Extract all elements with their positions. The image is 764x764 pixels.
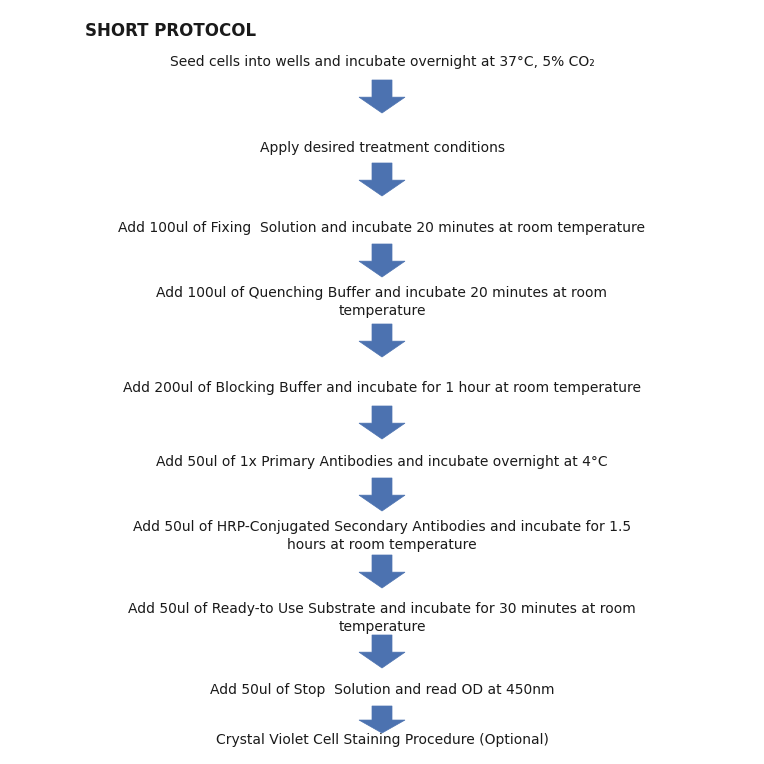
Text: Add 200ul of Blocking Buffer and inc​ubate for 1 hour at room temperature: Add 200ul of Blocking Buffer and inc​uba… xyxy=(123,381,641,395)
Polygon shape xyxy=(359,555,405,588)
Text: Add 50ul of 1x Primary Antibodies and incubate overnight at 4°C: Add 50ul of 1x Primary Antibodies and in… xyxy=(156,455,608,469)
Polygon shape xyxy=(359,324,405,357)
Polygon shape xyxy=(359,406,405,439)
Polygon shape xyxy=(359,163,405,196)
Text: Crystal Violet Cell Staining Procedure (Optional): Crystal Violet Cell Staining Procedure (… xyxy=(215,733,549,747)
Text: Apply des​ired treatment conditions: Apply des​ired treatment conditions xyxy=(260,141,504,155)
Polygon shape xyxy=(359,80,405,113)
Polygon shape xyxy=(359,478,405,511)
Text: Add 50ul of Stop  Solution and read OD at 450nm: Add 50ul of Stop Solution and read OD at… xyxy=(210,683,554,697)
Polygon shape xyxy=(359,244,405,277)
Text: Add 100ul of Fixing  Solution and inc​ubate 20 minutes at room temperature: Add 100ul of Fixing Solution and inc​uba… xyxy=(118,221,646,235)
Text: Add 50ul of HRP-Conjugated Secondary Antibodies and incubate for 1.5
hours at ro: Add 50ul of HRP-Conjugated Secondary Ant… xyxy=(133,520,631,552)
Text: Add 100ul of Quenching Buffer and incubate 20 minutes at room
temperature: Add 100ul of Quenching Buffer and incuba… xyxy=(157,286,607,318)
Text: Add 50ul of Ready-to Use Substrate and incubate for 30 minutes at room
temperatu: Add 50ul of Ready-to Use Substrate and i… xyxy=(128,602,636,633)
Text: SHORT PROTOCOL: SHORT PROTOCOL xyxy=(85,22,256,40)
Text: Seed cells into wells and incubate overnight at 37°C, 5% CO₂: Seed cells into wells and incubate overn… xyxy=(170,55,594,69)
Polygon shape xyxy=(359,635,405,668)
Polygon shape xyxy=(359,706,405,733)
